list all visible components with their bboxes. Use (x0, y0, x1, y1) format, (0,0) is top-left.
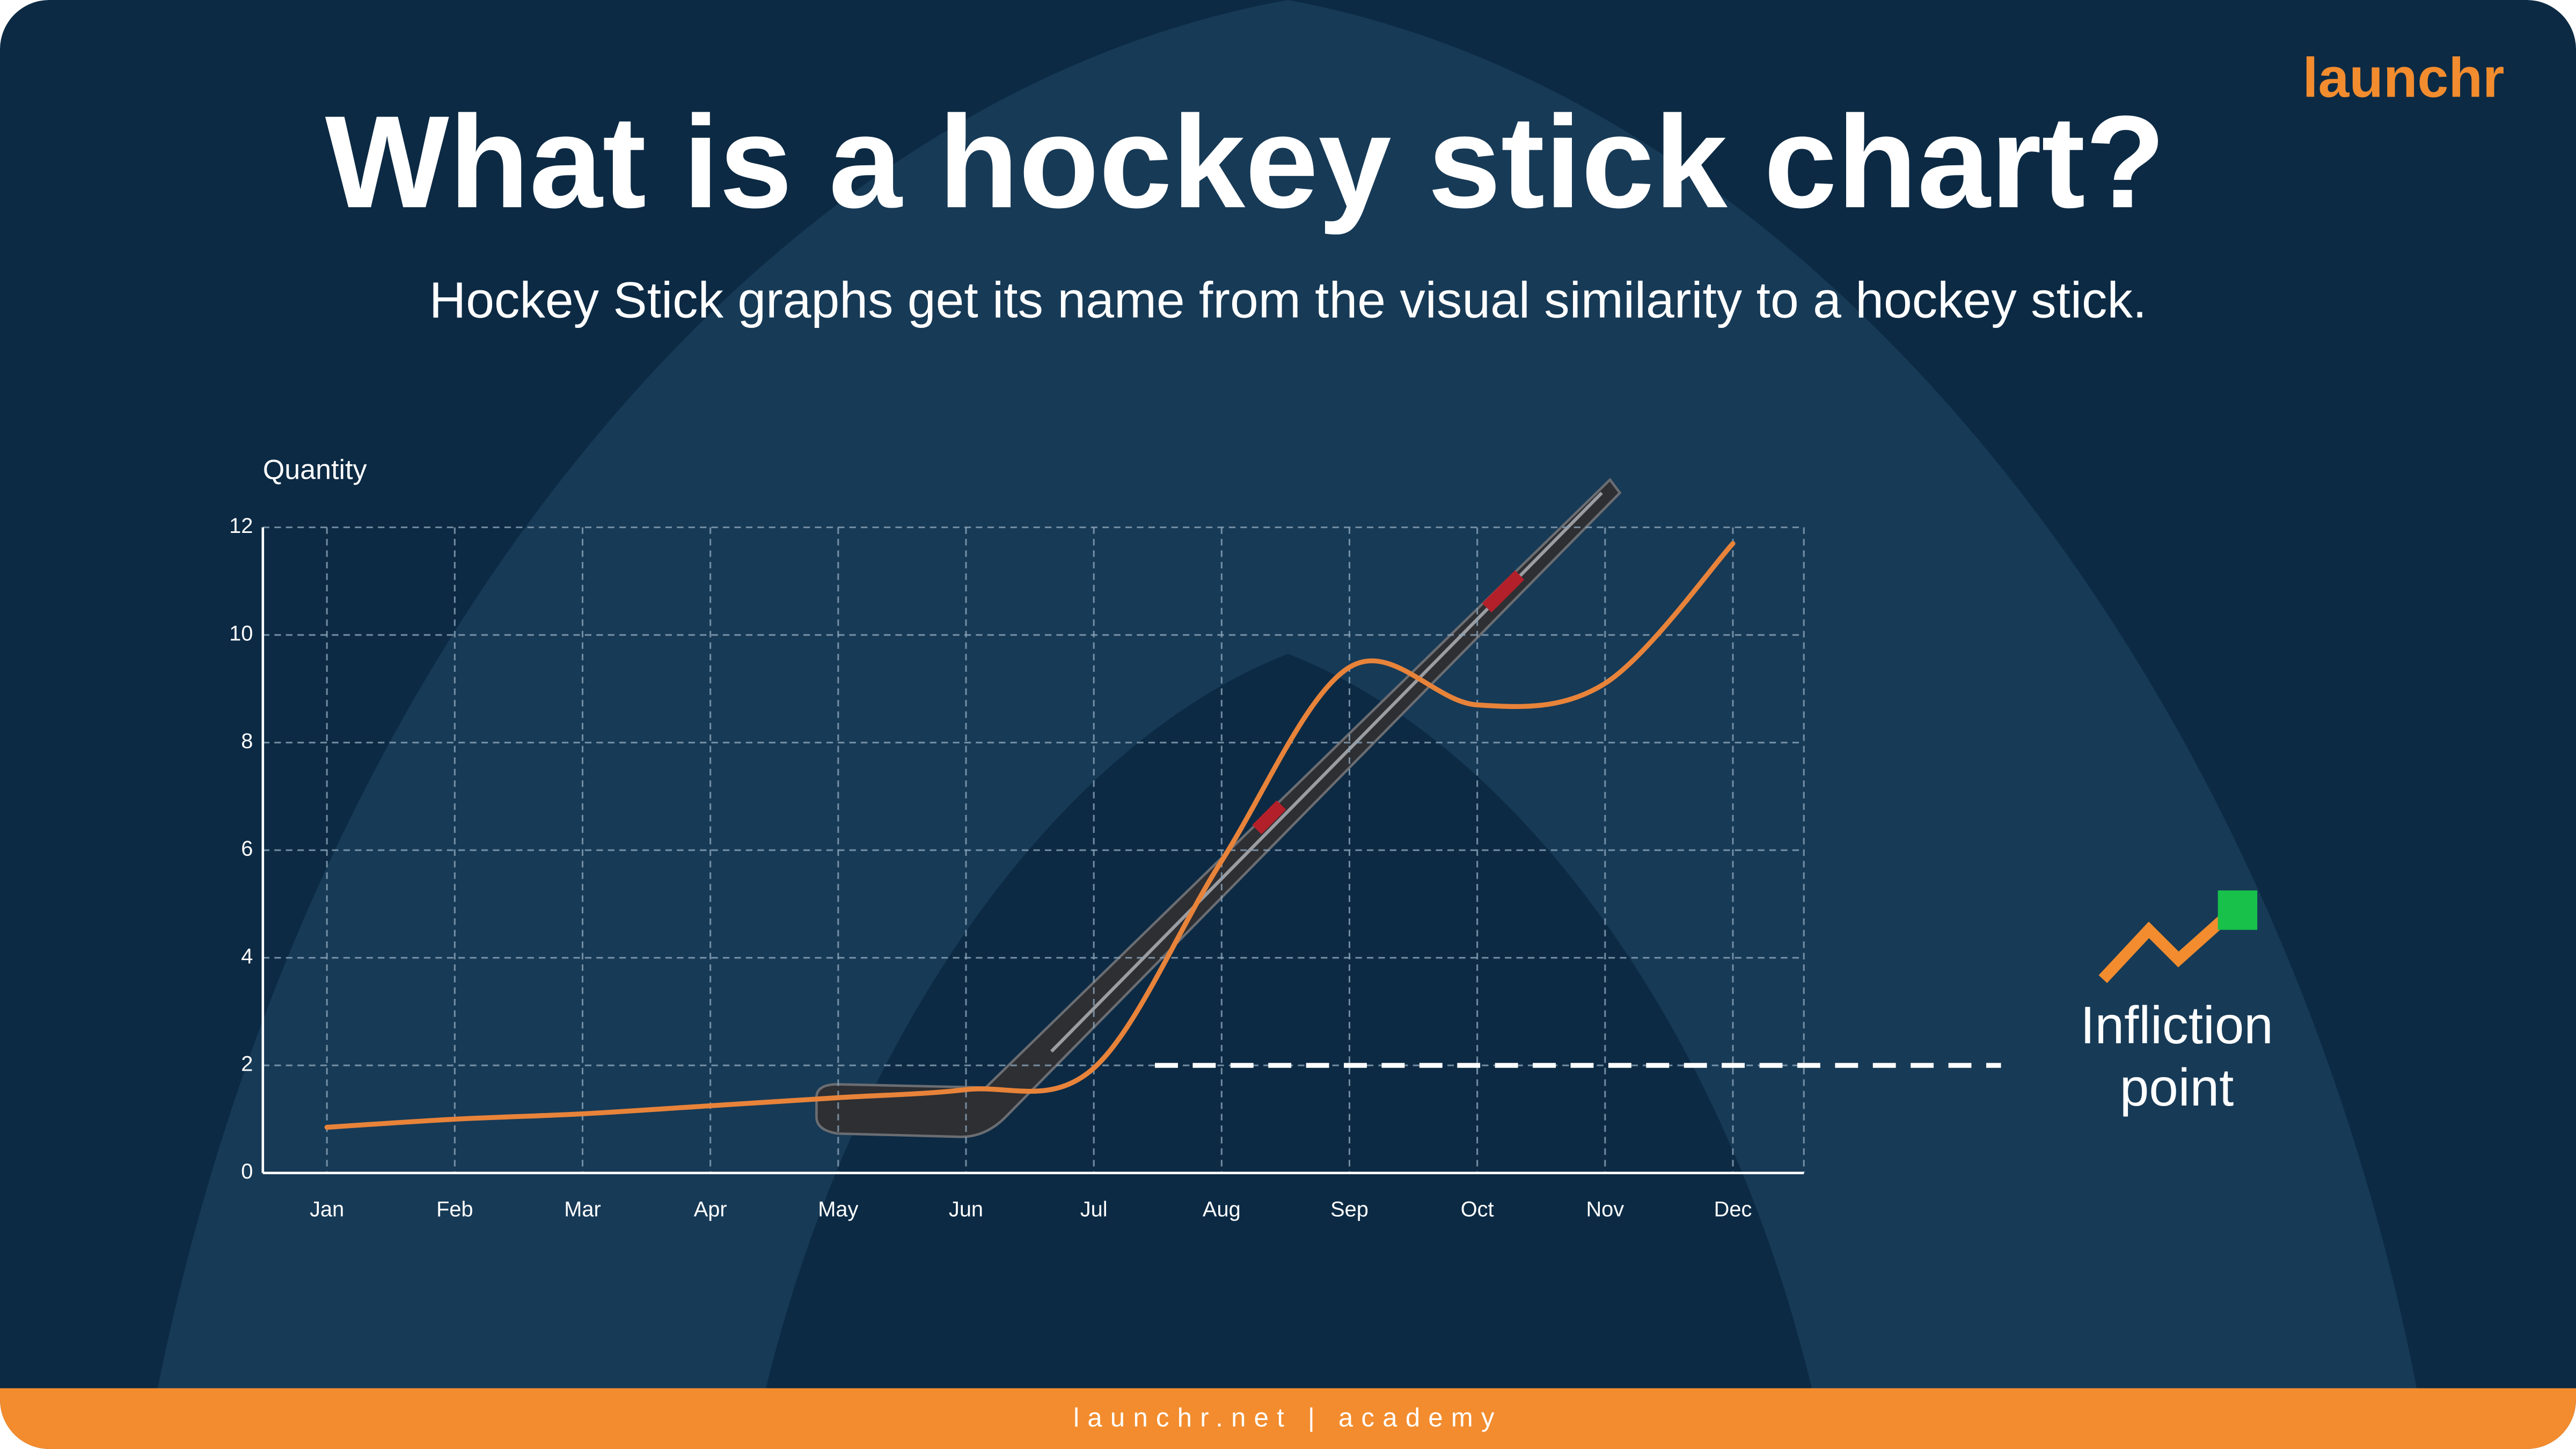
footer-text: launchr.net | academy (1073, 1403, 1503, 1432)
x-tick-label: Oct (1461, 1198, 1494, 1221)
x-tick-label: Nov (1586, 1198, 1624, 1221)
x-tick-label: Jan (310, 1198, 344, 1221)
x-tick-label: May (818, 1198, 858, 1221)
y-tick-label: 12 (229, 514, 253, 538)
x-tick-label: Feb (436, 1198, 473, 1221)
arch-inner (764, 654, 1814, 1397)
x-tick-label: Aug (1203, 1198, 1241, 1221)
y-tick-label: 0 (241, 1160, 253, 1183)
y-axis-label: Quantity (263, 454, 367, 485)
y-tick-label: 10 (229, 622, 253, 646)
title: What is a hockey stick chart? (325, 88, 2165, 235)
data-line (324, 541, 1736, 1130)
x-tick-label: Jul (1080, 1198, 1108, 1221)
y-tick-label: 6 (241, 837, 253, 861)
reference-label-box: Infliction point (2080, 996, 2273, 1117)
reference-label: Infliction point (2080, 996, 2273, 1117)
x-tick-label: Jun (949, 1198, 983, 1221)
x-tick-label: Dec (1714, 1198, 1752, 1221)
trend-icon (2098, 890, 2258, 983)
subtitle: Hockey Stick graphs get its name from th… (429, 272, 2147, 328)
y-tick-label: 4 (241, 945, 253, 968)
x-tick-label: Sep (1330, 1198, 1368, 1221)
y-tick-label: 2 (241, 1052, 253, 1076)
logo: launchr (2303, 47, 2505, 109)
x-tick-label: Mar (564, 1198, 601, 1221)
footer-bar (0, 1388, 2576, 1449)
x-tick-label: Apr (694, 1198, 727, 1221)
y-tick-label: 8 (241, 729, 253, 753)
